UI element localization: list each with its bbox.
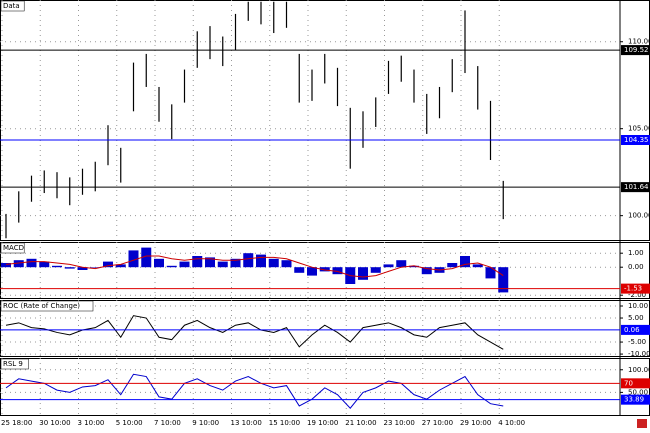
histogram-bar [103,261,113,268]
x-tick-label: 25 18:00 [1,419,32,427]
histogram-bar [485,267,496,279]
level-box [621,378,650,389]
panel-title-box [0,242,25,254]
y-tick-label: 100.00 [628,212,650,220]
histogram-bar [421,267,432,275]
histogram-bar [128,250,139,268]
y-tick-label: 5.00 [628,314,644,322]
histogram-bar [294,267,305,273]
y-tick-label: 105.00 [628,125,650,133]
panel-title: MACD [3,244,24,252]
y-tick-label: 10.00 [628,302,648,310]
histogram-bar [141,247,152,268]
histogram-bar [52,265,62,268]
histogram-bar [409,265,419,268]
level-label: 33.89 [624,396,644,404]
x-tick-label: 19 10:00 [307,419,338,427]
histogram-bar [39,261,50,268]
y-tick-label: 100.00 [628,366,650,374]
histogram-bar [166,265,177,268]
histogram-bar [268,258,279,268]
histogram-bar [179,261,190,268]
indicator-line [5,373,504,409]
x-tick-label: 7 10:00 [154,419,181,427]
panel-title-box [0,0,25,12]
histogram-bar [64,267,75,269]
histogram-bar [154,258,164,268]
corner-icon[interactable] [637,419,647,428]
histogram-bar [256,254,266,268]
y-tick-label: 1.00 [628,249,644,257]
x-tick-label: 13 10:00 [231,419,262,427]
histogram-bar [383,264,394,268]
y-tick-label: -5.00 [628,338,646,346]
level-label: 109.52 [624,46,649,54]
level-box [621,324,650,335]
x-tick-label: 3 10:00 [78,419,105,427]
histogram-bar [90,267,101,268]
histogram-bar [307,267,317,276]
level-box [621,45,650,56]
histogram-bar [370,267,381,273]
histogram-bar [332,267,343,275]
panel-title-box [0,300,94,312]
level-label: -1.53 [624,285,642,293]
x-tick-label: 30 10:00 [39,419,70,427]
histogram-bar [396,260,407,268]
histogram-bar [230,258,241,268]
histogram-bar [205,257,215,268]
histogram-bar [472,264,483,268]
histogram-bar [1,263,11,268]
histogram-bar [358,267,368,280]
x-tick-label: 29 10:00 [460,419,491,427]
y-tick-label: 0.00 [628,263,644,271]
x-tick-label: 15 10:00 [269,419,300,427]
y-tick-label: -10.00 [628,350,650,358]
indicator-line [5,255,504,278]
level-label: 70 [624,379,633,387]
level-label: 104.35 [624,136,649,144]
histogram-bar [243,253,254,268]
histogram-bar [319,267,330,272]
histogram-bar [281,260,292,268]
level-label: 101.64 [624,183,649,191]
panel-title: ROC (Rate of Change) [3,302,80,310]
histogram-bar [447,263,458,268]
x-tick-label: 5 10:00 [116,419,143,427]
histogram-bar [115,264,126,268]
histogram-bar [192,256,203,268]
histogram-bar [13,260,24,268]
histogram-bar [498,267,509,293]
level-box [621,394,650,405]
panel-title: Data [3,2,20,10]
y-tick-label: 110.00 [628,38,650,46]
histogram-bar [77,267,88,270]
x-tick-label: 9 10:00 [192,419,219,427]
level-label: 0.06 [624,326,640,334]
histogram-bar [217,261,228,268]
y-tick-label: -2.00 [628,291,646,299]
y-tick-label: 50.00 [628,388,648,396]
x-tick-label: 4 10:00 [498,419,525,427]
x-tick-label: 23 10:00 [384,419,415,427]
x-tick-label: 27 10:00 [422,419,453,427]
x-tick-label: 21 10:00 [345,419,376,427]
panel-title: RSL 9 [3,360,23,368]
level-box [621,182,650,193]
indicator-line [5,315,504,350]
histogram-bar [26,258,37,268]
histogram-bar [460,256,470,268]
panel-title-box [0,358,29,370]
level-box [621,135,650,145]
level-box [621,283,650,294]
